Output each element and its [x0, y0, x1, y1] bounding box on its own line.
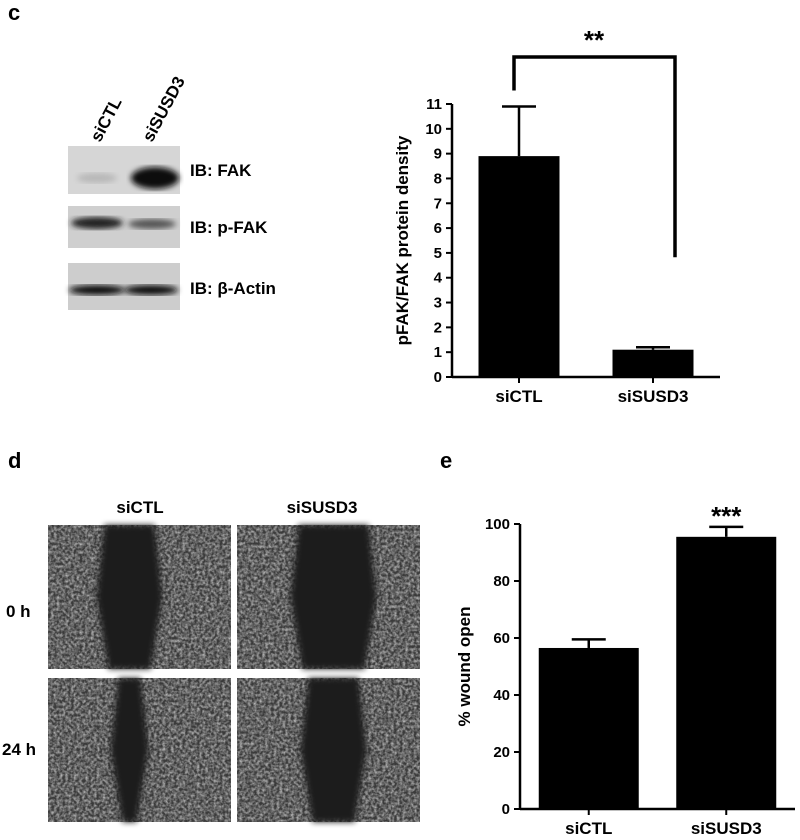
y-tick-label: 1: [434, 344, 442, 361]
y-tick-label: 100: [485, 516, 510, 533]
blot-row-label: IB: p-FAK: [190, 218, 268, 237]
row-label: 0 h: [6, 602, 31, 621]
y-tick-label: 2: [434, 319, 442, 336]
y-tick-label: 6: [434, 220, 442, 237]
panel-label: c: [8, 0, 20, 25]
y-tick-label: 8: [434, 170, 442, 187]
y-tick-label: 9: [434, 146, 442, 163]
lane-label: siSUSD3: [139, 73, 189, 144]
blot-image: [68, 146, 180, 310]
wound-gap: [96, 525, 163, 669]
y-tick-label: 11: [426, 96, 442, 113]
x-tick-label: siCTL: [565, 819, 612, 838]
row-label: 24 h: [2, 740, 36, 759]
x-tick-label: siSUSD3: [691, 819, 762, 838]
column-label: siSUSD3: [287, 498, 358, 517]
y-tick-label: 7: [434, 195, 442, 212]
y-tick-label: 40: [493, 687, 510, 704]
blot-row-label: IB: β-Actin: [190, 279, 276, 298]
y-axis-label: % wound open: [455, 607, 474, 727]
y-tick-label: 10: [425, 121, 442, 138]
panel-label: e: [440, 448, 452, 473]
bar: [676, 536, 777, 809]
y-tick-label: 0: [434, 369, 442, 386]
bar: [538, 647, 639, 809]
y-tick-label: 3: [434, 295, 442, 312]
y-tick-label: 80: [493, 573, 510, 590]
y-tick-label: 5: [434, 245, 442, 262]
micrograph-group: [48, 525, 420, 822]
lane-label: siCTL: [87, 94, 126, 145]
bar: [478, 156, 560, 377]
significance-bracket: [512, 55, 677, 258]
x-tick-label: siSUSD3: [618, 387, 689, 406]
y-tick-label: 4: [434, 270, 443, 287]
y-tick-label: 0: [502, 801, 510, 818]
wound-gap: [110, 678, 149, 822]
y-tick-label: 20: [493, 744, 510, 761]
column-label: siCTL: [116, 498, 163, 517]
panel-label: d: [8, 448, 21, 473]
x-tick-label: siCTL: [495, 387, 542, 406]
wound-gap: [290, 525, 377, 669]
y-axis-label: pFAK/FAK protein density: [393, 135, 412, 345]
blot-row-label: IB: FAK: [190, 161, 252, 180]
y-tick-label: 60: [493, 630, 510, 647]
charts: 0 1 2 3 4 5 6 7 8 9 10 11 pFAK/FAK protein density si…: [393, 25, 795, 838]
bar: [612, 349, 694, 377]
wound-gap: [300, 678, 367, 822]
significance-label: ***: [711, 501, 742, 531]
significance-label: **: [584, 25, 605, 55]
